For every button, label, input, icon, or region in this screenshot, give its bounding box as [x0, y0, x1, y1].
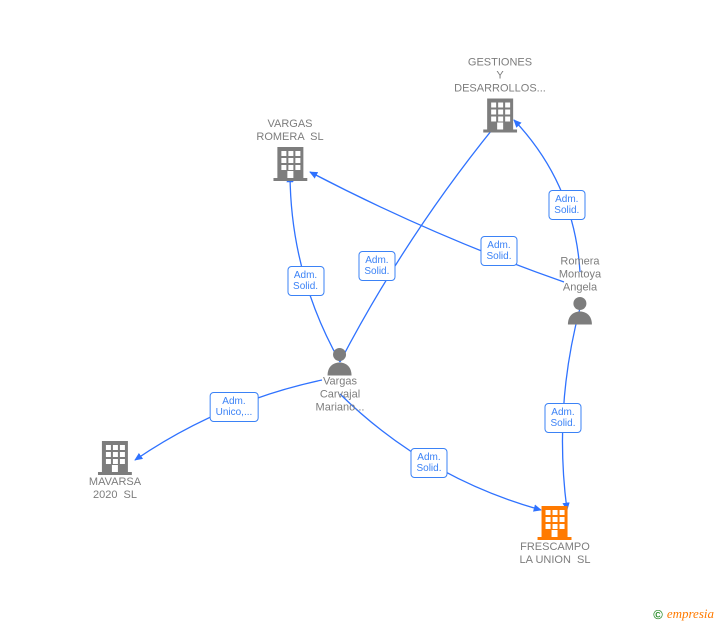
edge-label: Adm. Solid.: [480, 236, 517, 266]
person-icon: [565, 295, 595, 325]
node-vargas_sl[interactable]: VARGAS ROMERA SL: [256, 118, 323, 182]
building-icon: [273, 144, 307, 182]
node-label: GESTIONES Y DESARROLLOS...: [454, 57, 546, 96]
building-icon: [98, 438, 132, 476]
edge-vargas_p-gestiones: [340, 120, 500, 362]
watermark-brand: mpresia: [673, 606, 714, 621]
node-frescampo[interactable]: FRESCAMPO LA UNION SL: [520, 503, 591, 567]
edge-label: Adm. Solid.: [358, 251, 395, 281]
building-icon: [538, 503, 572, 541]
copyright-symbol: ©: [653, 607, 663, 622]
node-gestiones[interactable]: GESTIONES Y DESARROLLOS...: [454, 57, 546, 134]
person-icon: [325, 346, 355, 376]
node-label: MAVARSA 2020 SL: [89, 476, 141, 502]
building-icon: [483, 96, 517, 134]
node-romera[interactable]: Romera Montoya Angela: [559, 256, 601, 325]
node-label: FRESCAMPO LA UNION SL: [520, 541, 591, 567]
node-label: Romera Montoya Angela: [559, 256, 601, 295]
edge-label: Adm. Solid.: [410, 448, 447, 478]
edge-romera-vargas_sl: [310, 172, 564, 282]
node-label: Vargas Carvajal Mariano...: [316, 376, 365, 415]
node-mavarsa[interactable]: MAVARSA 2020 SL: [89, 438, 141, 502]
diagram-edges-layer: [0, 0, 728, 630]
node-label: VARGAS ROMERA SL: [256, 118, 323, 144]
edge-label: Adm. Unico,...: [210, 392, 259, 422]
edge-label: Adm. Solid.: [548, 190, 585, 220]
node-vargas_p[interactable]: Vargas Carvajal Mariano...: [316, 346, 365, 415]
edge-label: Adm. Solid.: [544, 403, 581, 433]
edge-label: Adm. Solid.: [287, 266, 324, 296]
watermark: © empresia: [653, 606, 714, 622]
